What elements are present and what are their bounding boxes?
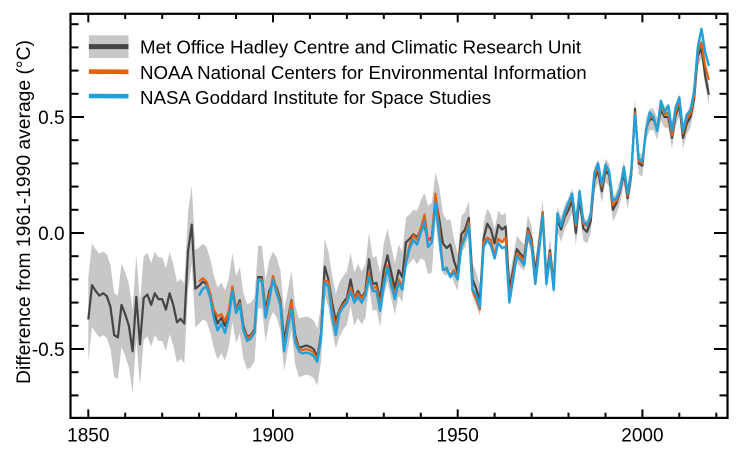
svg-text:Difference from 1961-1990 aver: Difference from 1961-1990 average (°C) bbox=[14, 40, 35, 384]
svg-text:0.5: 0.5 bbox=[38, 108, 64, 129]
svg-text:Met Office Hadley Centre and C: Met Office Hadley Centre and Climatic Re… bbox=[140, 36, 582, 57]
svg-text:1850: 1850 bbox=[67, 426, 109, 447]
svg-text:1950: 1950 bbox=[437, 426, 479, 447]
svg-text:NASA Goddard Institute for Spa: NASA Goddard Institute for Space Studies bbox=[140, 87, 491, 108]
svg-text:2000: 2000 bbox=[621, 426, 663, 447]
svg-text:1900: 1900 bbox=[252, 426, 294, 447]
svg-text:NOAA National Centers for Envi: NOAA National Centers for Environmental … bbox=[140, 62, 587, 83]
svg-text:-0.5: -0.5 bbox=[32, 340, 65, 361]
svg-text:0.0: 0.0 bbox=[38, 224, 64, 245]
